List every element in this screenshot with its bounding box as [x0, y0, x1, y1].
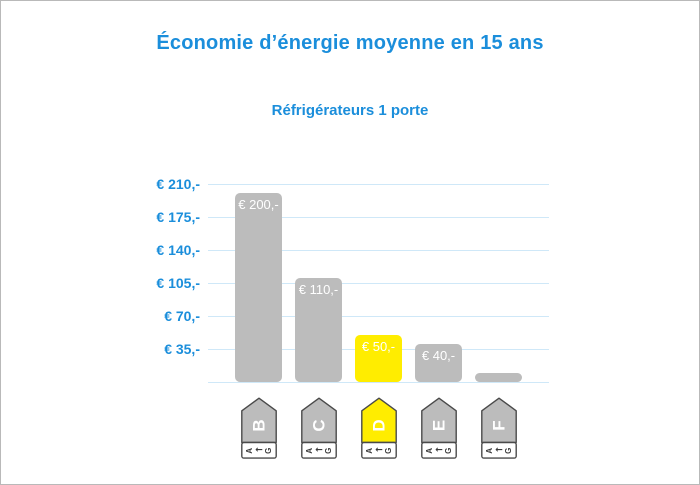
svg-text:G: G [384, 448, 393, 454]
energy-class-c-icon: C A ← G [300, 397, 337, 465]
bar-f [475, 372, 522, 382]
energy-class-e-icon: E A ← G [420, 397, 457, 465]
svg-text:G: G [324, 448, 333, 454]
y-axis-label: € 210,- [156, 176, 200, 192]
svg-text:←: ← [435, 445, 443, 455]
bar-c: € 110,- [295, 278, 342, 382]
chart-subtitle: Réfrigérateurs 1 porte [271, 102, 429, 119]
gridline [208, 184, 549, 185]
svg-text:F: F [489, 420, 508, 430]
page-title: Économie d’énergie moyenne en 15 ans [156, 32, 544, 54]
gridline [208, 217, 549, 218]
svg-text:G: G [264, 448, 273, 454]
svg-text:←: ← [255, 445, 263, 455]
bar-value-label: € 200,- [238, 197, 279, 213]
svg-text:E: E [429, 420, 448, 431]
gridline [208, 250, 549, 251]
svg-text:B: B [249, 419, 268, 431]
bar-d: € 50,- [355, 334, 402, 382]
y-axis-label: € 70,- [164, 308, 200, 324]
energy-class-d-icon: D A ← G [360, 397, 397, 465]
bar-value-label: € 110,- [298, 282, 339, 298]
svg-text:A: A [245, 448, 254, 454]
gridline [208, 283, 549, 284]
energy-class-f-icon: F A ← G [480, 397, 517, 465]
plot-area: € 200,- € 110,- € 50,- € 40,- [208, 184, 549, 383]
energy-class-b-icon: B A ← G [240, 397, 277, 465]
gridline [208, 382, 549, 383]
bar-value-label: € 50,- [361, 338, 396, 354]
bar-e: € 40,- [415, 344, 462, 382]
svg-text:A: A [365, 448, 374, 454]
svg-text:C: C [309, 419, 328, 431]
gridline [208, 316, 549, 317]
y-axis-label: € 140,- [156, 242, 200, 258]
svg-text:A: A [485, 448, 494, 454]
bar-b: € 200,- [235, 193, 282, 382]
y-axis-label: € 175,- [156, 209, 200, 225]
y-axis-label: € 35,- [164, 341, 200, 357]
svg-text:G: G [504, 448, 513, 454]
bar-value-label: € 40,- [421, 348, 456, 364]
svg-text:←: ← [495, 445, 503, 455]
y-axis-label: € 105,- [156, 275, 200, 291]
svg-text:G: G [444, 448, 453, 454]
svg-text:←: ← [375, 445, 383, 455]
svg-text:A: A [425, 448, 434, 454]
svg-text:A: A [305, 448, 314, 454]
svg-text:←: ← [315, 445, 323, 455]
svg-text:D: D [369, 419, 388, 431]
